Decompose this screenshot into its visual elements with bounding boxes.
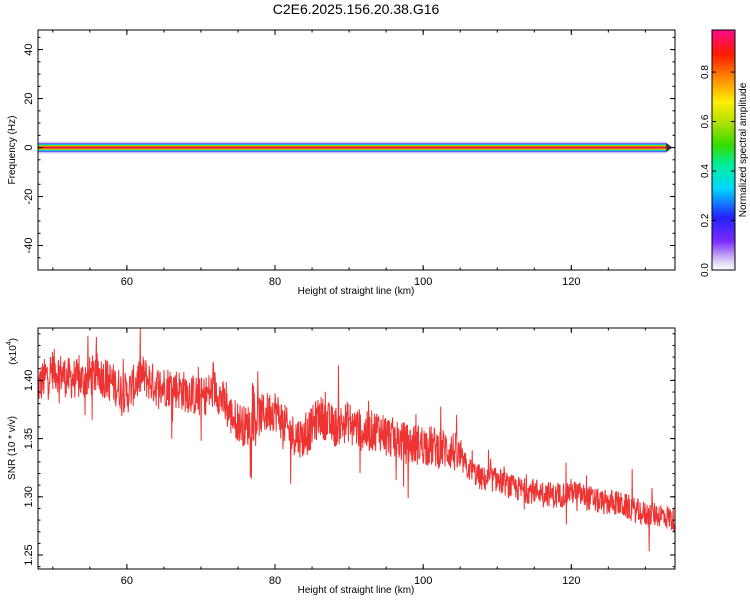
y-tick-label: -40 [23,238,35,254]
colorbar-tick-label: 0.4 [700,164,711,178]
x-tick-label: 80 [269,276,281,288]
colorbar-tick-label: 0.2 [700,213,711,227]
spectrogram-frame [37,29,676,271]
y-tick-label: 0 [23,144,35,150]
colorbar-gradient [711,29,736,271]
spectrogram-x-label: Height of straight line (km) [298,286,415,297]
spectrogram-x-ticks: 60 80 100 120 [52,30,646,288]
spectrogram-panel: 60 80 100 120 -40 -20 0 20 40 Height of straigh… [7,29,676,297]
colorbar-ticks: 0.0 0.2 0.4 0.6 0.8 [700,65,735,277]
snr-x-ticks: 60 80 100 120 [52,328,646,587]
snr-y-scale: (x104) [6,338,19,365]
y-tick-label: 1.35 [23,428,35,449]
chart-title: C2E6.2025.156.20.38.G16 [273,1,440,17]
x-tick-label: 100 [414,575,432,587]
spectral-band [38,141,673,154]
x-tick-label: 80 [269,575,281,587]
colorbar-tick-label: 0.6 [700,114,711,128]
y-tick-label: -20 [23,189,35,205]
colorbar-label: Normalized spectral amplitude [738,82,749,217]
snr-y-ticks: 1.25 1.30 1.35 1.40 [23,333,675,568]
snr-series-line [37,327,676,552]
x-tick-label: 120 [562,575,580,587]
spectrogram-y-label: Frequency (Hz) [7,116,18,185]
y-tick-label: 1.30 [23,486,35,507]
snr-frame [37,327,676,570]
x-tick-label: 60 [121,575,133,587]
spectrogram-y-ticks: -40 -20 0 20 40 [23,36,675,259]
colorbar-tick-label: 0.8 [700,65,711,79]
colorbar-tick-label: 0.0 [700,263,711,277]
snr-y-scale-label: (x104) [6,338,19,365]
y-tick-label: 20 [23,92,35,104]
y-tick-label: 1.40 [23,370,35,391]
x-tick-label: 60 [121,276,133,288]
snr-panel: 60 80 100 120 1.25 1.30 1.35 1.40 Height of st… [6,327,676,596]
snr-x-label: Height of straight line (km) [298,585,415,596]
band-layer [38,146,667,149]
band-end-marker [666,142,673,153]
y-tick-label: 1.25 [23,544,35,565]
x-tick-label: 120 [562,276,580,288]
snr-y-label: SNR (10 * v/v) [7,416,18,480]
colorbar: 0.0 0.2 0.4 0.6 0.8 Normalized spectral ampl… [700,29,749,277]
y-tick-label: 40 [23,43,35,55]
x-tick-label: 100 [414,276,432,288]
